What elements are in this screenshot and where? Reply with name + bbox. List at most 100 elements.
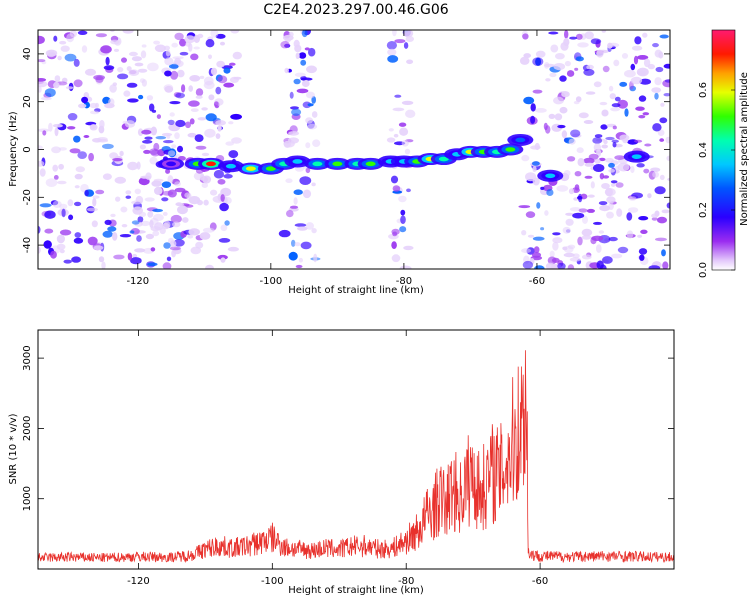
noise-blob bbox=[278, 229, 291, 238]
noise-blob bbox=[564, 60, 572, 67]
noise-blob bbox=[38, 35, 45, 45]
noise-blob bbox=[130, 257, 142, 265]
noise-blob bbox=[659, 174, 665, 180]
noise-blob bbox=[53, 175, 59, 180]
noise-blob bbox=[230, 113, 243, 120]
noise-blob bbox=[110, 39, 120, 45]
signal-blob-core bbox=[205, 161, 216, 167]
noise-blob bbox=[574, 171, 582, 177]
x-tick-label: -60 bbox=[529, 276, 545, 287]
noise-blob bbox=[644, 143, 652, 147]
noise-blob bbox=[577, 236, 583, 246]
noise-blob bbox=[577, 195, 583, 200]
noise-blob bbox=[102, 230, 113, 238]
signal-blob-core bbox=[545, 173, 556, 179]
noise-blob bbox=[548, 113, 556, 119]
noise-blob bbox=[593, 164, 605, 172]
noise-blob bbox=[175, 119, 186, 128]
noise-blob bbox=[127, 161, 139, 171]
noise-blob bbox=[92, 138, 102, 143]
noise-blob bbox=[171, 42, 178, 48]
noise-blob bbox=[624, 69, 636, 78]
bottom-x-ticks: -120 -100 -80 -60 bbox=[127, 330, 548, 587]
noise-blob bbox=[194, 134, 204, 143]
noise-blob bbox=[661, 249, 666, 257]
spectrogram-panel: -120 -100 -80 -60 -40 -20 0 20 40 Height of str… bbox=[8, 29, 671, 296]
noise-blob bbox=[609, 93, 616, 100]
noise-blob bbox=[659, 138, 665, 142]
noise-blob bbox=[569, 207, 582, 212]
noise-blob bbox=[113, 254, 125, 260]
noise-blob bbox=[173, 239, 185, 247]
noise-blob bbox=[307, 123, 318, 130]
noise-blob bbox=[575, 96, 582, 103]
noise-blob bbox=[556, 185, 569, 192]
noise-blob bbox=[535, 50, 546, 58]
noise-blob bbox=[599, 101, 608, 106]
noise-blob bbox=[549, 72, 557, 78]
noise-blob bbox=[215, 133, 221, 140]
noise-blob bbox=[621, 53, 629, 59]
noise-blob bbox=[197, 33, 204, 39]
noise-blob bbox=[522, 33, 529, 40]
noise-blob bbox=[137, 216, 144, 223]
noise-blob bbox=[163, 140, 174, 144]
noise-blob bbox=[75, 166, 86, 173]
noise-blob bbox=[48, 122, 53, 132]
noise-blob bbox=[54, 75, 61, 82]
noise-blob bbox=[627, 207, 639, 213]
noise-blob bbox=[56, 243, 66, 250]
noise-blob bbox=[227, 246, 239, 252]
noise-blob bbox=[217, 75, 228, 84]
noise-blob bbox=[291, 108, 302, 117]
noise-blob bbox=[147, 262, 158, 267]
noise-blob bbox=[126, 66, 132, 72]
noise-blob bbox=[50, 250, 57, 259]
noise-blob bbox=[531, 252, 542, 258]
noise-blob bbox=[617, 162, 630, 172]
noise-blob bbox=[285, 178, 293, 183]
noise-blob bbox=[167, 175, 174, 184]
noise-blob bbox=[73, 79, 83, 88]
noise-blob bbox=[518, 205, 531, 209]
noise-blob bbox=[661, 209, 670, 214]
noise-blob bbox=[552, 232, 561, 236]
noise-blob bbox=[125, 190, 132, 195]
noise-blob bbox=[119, 234, 132, 238]
noise-blob bbox=[163, 242, 171, 249]
noise-blob bbox=[647, 193, 652, 199]
noise-blob bbox=[202, 227, 215, 233]
colorbar-ticks: 0.0 0.2 0.4 0.6 bbox=[698, 82, 735, 278]
noise-blob bbox=[81, 96, 89, 104]
noise-blob bbox=[565, 218, 574, 226]
noise-blob bbox=[590, 181, 595, 189]
noise-blob bbox=[117, 73, 129, 80]
noise-blob bbox=[102, 143, 114, 149]
noise-blob bbox=[149, 217, 159, 225]
noise-blob bbox=[175, 202, 185, 207]
noise-blob bbox=[141, 44, 147, 48]
noise-blob bbox=[295, 52, 300, 59]
noise-blob bbox=[300, 241, 312, 250]
noise-blob bbox=[174, 181, 182, 187]
noise-blob bbox=[229, 62, 236, 66]
signal-blob-core bbox=[225, 163, 236, 169]
noise-blob bbox=[663, 63, 670, 69]
noise-blob bbox=[664, 79, 670, 83]
noise-blob bbox=[630, 76, 643, 85]
noise-blob bbox=[546, 189, 554, 196]
noise-blob bbox=[391, 254, 401, 263]
noise-blob bbox=[104, 103, 115, 109]
noise-blob bbox=[655, 66, 664, 73]
noise-blob bbox=[636, 55, 649, 60]
noise-blob bbox=[139, 78, 145, 83]
noise-blob bbox=[602, 175, 610, 179]
noise-blob bbox=[193, 46, 200, 50]
noise-blob bbox=[189, 118, 195, 125]
noise-blob bbox=[584, 31, 594, 40]
signal-blob-core bbox=[166, 161, 177, 167]
noise-blob bbox=[578, 208, 588, 213]
noise-blob bbox=[532, 57, 544, 66]
noise-blob bbox=[83, 135, 90, 138]
